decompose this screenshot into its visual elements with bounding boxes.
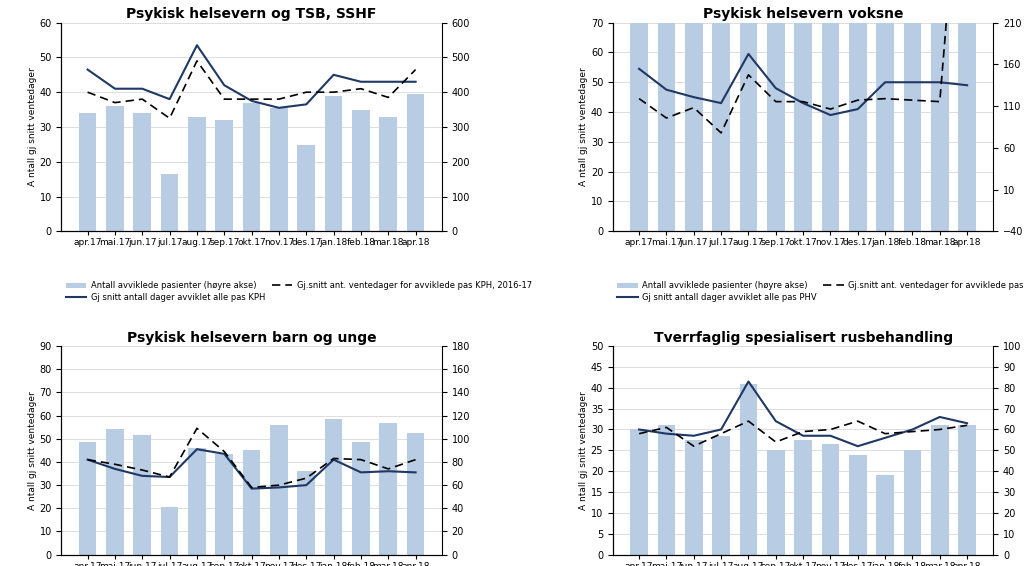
Bar [931, 425, 948, 555]
Bar [767, 0, 784, 231]
Bar [849, 454, 866, 555]
Bar [79, 442, 96, 555]
Title: Psykisk helsevern og TSB, SSHF: Psykisk helsevern og TSB, SSHF [126, 7, 377, 22]
Y-axis label: A ntall gj snitt ventedager: A ntall gj snitt ventedager [28, 67, 37, 186]
Bar [270, 425, 288, 555]
Bar [133, 113, 152, 231]
Bar [325, 96, 342, 231]
Bar [713, 436, 730, 555]
Bar [849, 0, 866, 231]
Title: Psykisk helsevern barn og unge: Psykisk helsevern barn og unge [127, 331, 377, 345]
Bar [958, 425, 976, 555]
Bar [685, 440, 702, 555]
Bar [958, 0, 976, 231]
Bar [325, 419, 342, 555]
Bar [380, 423, 397, 555]
Bar [630, 430, 648, 555]
Legend: Antall avviklede pasienter (høyre akse), Gj snitt antall dager avviklet alle pas: Antall avviklede pasienter (høyre akse),… [66, 281, 531, 302]
Bar [877, 0, 894, 231]
Bar [270, 108, 288, 231]
Bar [685, 0, 702, 231]
Bar [739, 0, 758, 231]
Bar [79, 113, 96, 231]
Y-axis label: A ntall gj snitt ventedager: A ntall gj snitt ventedager [28, 391, 37, 510]
Bar [767, 451, 784, 555]
Bar [657, 425, 675, 555]
Legend: Antall avviklede pasienter (høyre akse), Gj snitt antall dager avviklet alle pas: Antall avviklede pasienter (høyre akse),… [617, 281, 1024, 302]
Bar [903, 0, 922, 231]
Bar [739, 384, 758, 555]
Bar [795, 0, 812, 231]
Bar [297, 471, 315, 555]
Bar [630, 0, 648, 231]
Bar [106, 106, 124, 231]
Y-axis label: A ntall gj snitt ventedager: A ntall gj snitt ventedager [579, 391, 588, 510]
Bar [795, 440, 812, 555]
Bar [243, 102, 260, 231]
Bar [407, 94, 425, 231]
Bar [215, 120, 233, 231]
Bar [657, 0, 675, 231]
Bar [931, 0, 948, 231]
Bar [380, 117, 397, 231]
Bar [133, 435, 152, 555]
Title: Psykisk helsevern voksne: Psykisk helsevern voksne [702, 7, 903, 22]
Bar [188, 448, 206, 555]
Bar [297, 145, 315, 231]
Bar [352, 442, 370, 555]
Bar [877, 475, 894, 555]
Bar [161, 174, 178, 231]
Bar [106, 430, 124, 555]
Title: Tverrfaglig spesialisert rusbehandling: Tverrfaglig spesialisert rusbehandling [653, 331, 952, 345]
Bar [821, 444, 840, 555]
Bar [352, 110, 370, 231]
Bar [188, 117, 206, 231]
Bar [821, 0, 840, 231]
Bar [903, 451, 922, 555]
Bar [161, 507, 178, 555]
Y-axis label: A ntall gj snitt ventedager: A ntall gj snitt ventedager [579, 67, 588, 186]
Bar [243, 451, 260, 555]
Bar [407, 433, 425, 555]
Bar [713, 0, 730, 231]
Bar [215, 454, 233, 555]
